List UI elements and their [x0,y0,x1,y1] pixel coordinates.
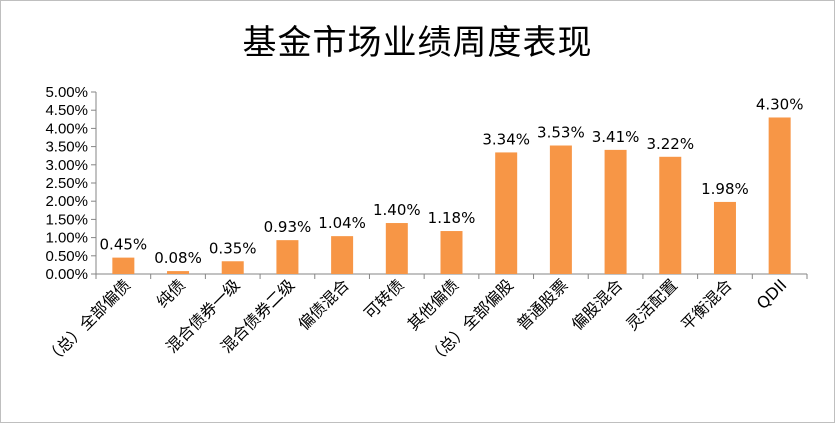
bar [549,145,572,274]
data-label: 0.93% [264,218,312,236]
data-label: 3.41% [592,128,640,146]
bar [385,223,408,274]
y-tick-label: 1.00% [45,230,88,247]
bar [167,271,190,274]
data-label: 0.35% [209,239,257,257]
bar [440,231,463,274]
bar [221,261,244,274]
data-label: 3.22% [646,135,694,153]
data-label: 3.34% [482,130,530,148]
y-tick-label: 4.00% [45,120,88,137]
category-label: 平衡混合 [677,275,736,334]
category-label: QDII [753,275,791,313]
data-label: 3.53% [537,124,585,142]
y-tick-label: 2.50% [45,175,88,192]
bar [276,240,299,274]
data-label: 0.45% [100,236,148,254]
y-tick-label: 3.50% [45,139,88,156]
category-label: 普通股票 [513,275,572,334]
data-label: 4.30% [756,95,804,113]
bar [604,149,627,274]
category-label: 偏债混合 [294,275,353,334]
bar [768,117,791,274]
category-label: 偏股混合 [568,275,627,334]
bar [659,156,682,274]
category-label: 纯债 [153,275,189,311]
bar [495,152,518,274]
y-tick-label: 0.00% [45,266,88,283]
chart-title: 基金市场业绩周度表现 [242,23,593,63]
y-tick-label: 1.50% [45,211,88,228]
category-label: 可转债 [360,275,407,322]
bar [112,257,135,274]
bar [331,236,354,274]
category-label: （总）全部偏债 [42,275,135,368]
data-label: 1.04% [318,214,366,232]
data-label: 1.40% [373,201,421,219]
category-label: 灵活配置 [622,275,681,334]
y-tick-label: 3.00% [45,157,88,174]
data-label: 1.98% [701,180,749,198]
y-tick-label: 4.50% [45,102,88,119]
data-label: 1.18% [428,209,476,227]
y-tick-label: 2.00% [45,193,88,210]
y-tick-label: 5.00% [45,84,88,101]
bar [713,201,736,274]
data-label: 0.08% [154,249,202,267]
y-tick-label: 0.50% [45,248,88,265]
